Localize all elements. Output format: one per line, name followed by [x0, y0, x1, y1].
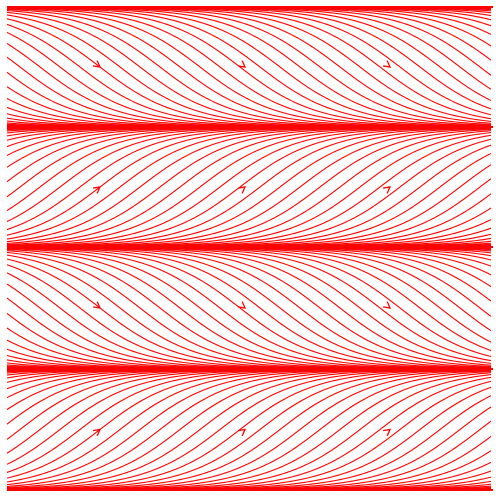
streamline: [6, 248, 492, 370]
streamline: [7, 6, 492, 102]
streamline: [6, 368, 492, 489]
streamline: [6, 134, 492, 248]
streamline: [7, 138, 492, 248]
streamline: [6, 14, 491, 128]
arrow: [382, 428, 392, 437]
arrow: [92, 428, 102, 437]
streamline: [6, 8, 492, 128]
arrow: [92, 301, 102, 309]
arrow: [237, 428, 247, 437]
streamline: [7, 380, 492, 491]
streamline: [6, 272, 492, 370]
streamline: [6, 368, 492, 490]
arrow: [382, 186, 392, 194]
arrow: [92, 60, 102, 68]
streamline: [6, 368, 491, 483]
arrow: [237, 60, 247, 68]
streamline: [6, 126, 492, 246]
streamline: [6, 368, 492, 487]
arrow: [382, 60, 392, 68]
arrow: [92, 186, 102, 194]
streamline: [6, 248, 492, 370]
streamline: [6, 368, 492, 465]
streamline: [6, 7, 492, 128]
arrow: [237, 301, 247, 309]
streamline: [6, 126, 492, 247]
streamline: [6, 250, 492, 370]
streamline: [6, 376, 492, 491]
streamline: [6, 126, 492, 247]
arrow: [237, 186, 247, 194]
streamline: [6, 126, 492, 246]
streamline: [6, 247, 492, 370]
streamline: [6, 251, 492, 370]
streamline: [6, 6, 492, 127]
streamline: [6, 246, 492, 362]
streamline: [7, 395, 492, 491]
streamline: [6, 8, 492, 128]
streamline: [6, 127, 492, 248]
streamline: [6, 6, 492, 120]
streamline: [7, 152, 492, 248]
streamline: [6, 7, 492, 128]
streamline: [7, 6, 492, 116]
streamline: [6, 126, 492, 244]
streamline: [6, 247, 492, 370]
streamline: [6, 126, 491, 243]
streamline: [6, 254, 491, 370]
streamline: [6, 368, 491, 486]
streamline: [6, 11, 491, 128]
arrow: [382, 301, 392, 309]
streamline: [6, 31, 491, 128]
streamline: [7, 246, 492, 358]
streamline: [6, 126, 491, 223]
streamline: [6, 368, 492, 489]
streamline: [6, 10, 492, 128]
streamline: [6, 246, 492, 369]
streamline: [6, 368, 492, 490]
streamline: [6, 369, 492, 491]
streamline: [6, 126, 491, 240]
streamline: [7, 246, 492, 343]
